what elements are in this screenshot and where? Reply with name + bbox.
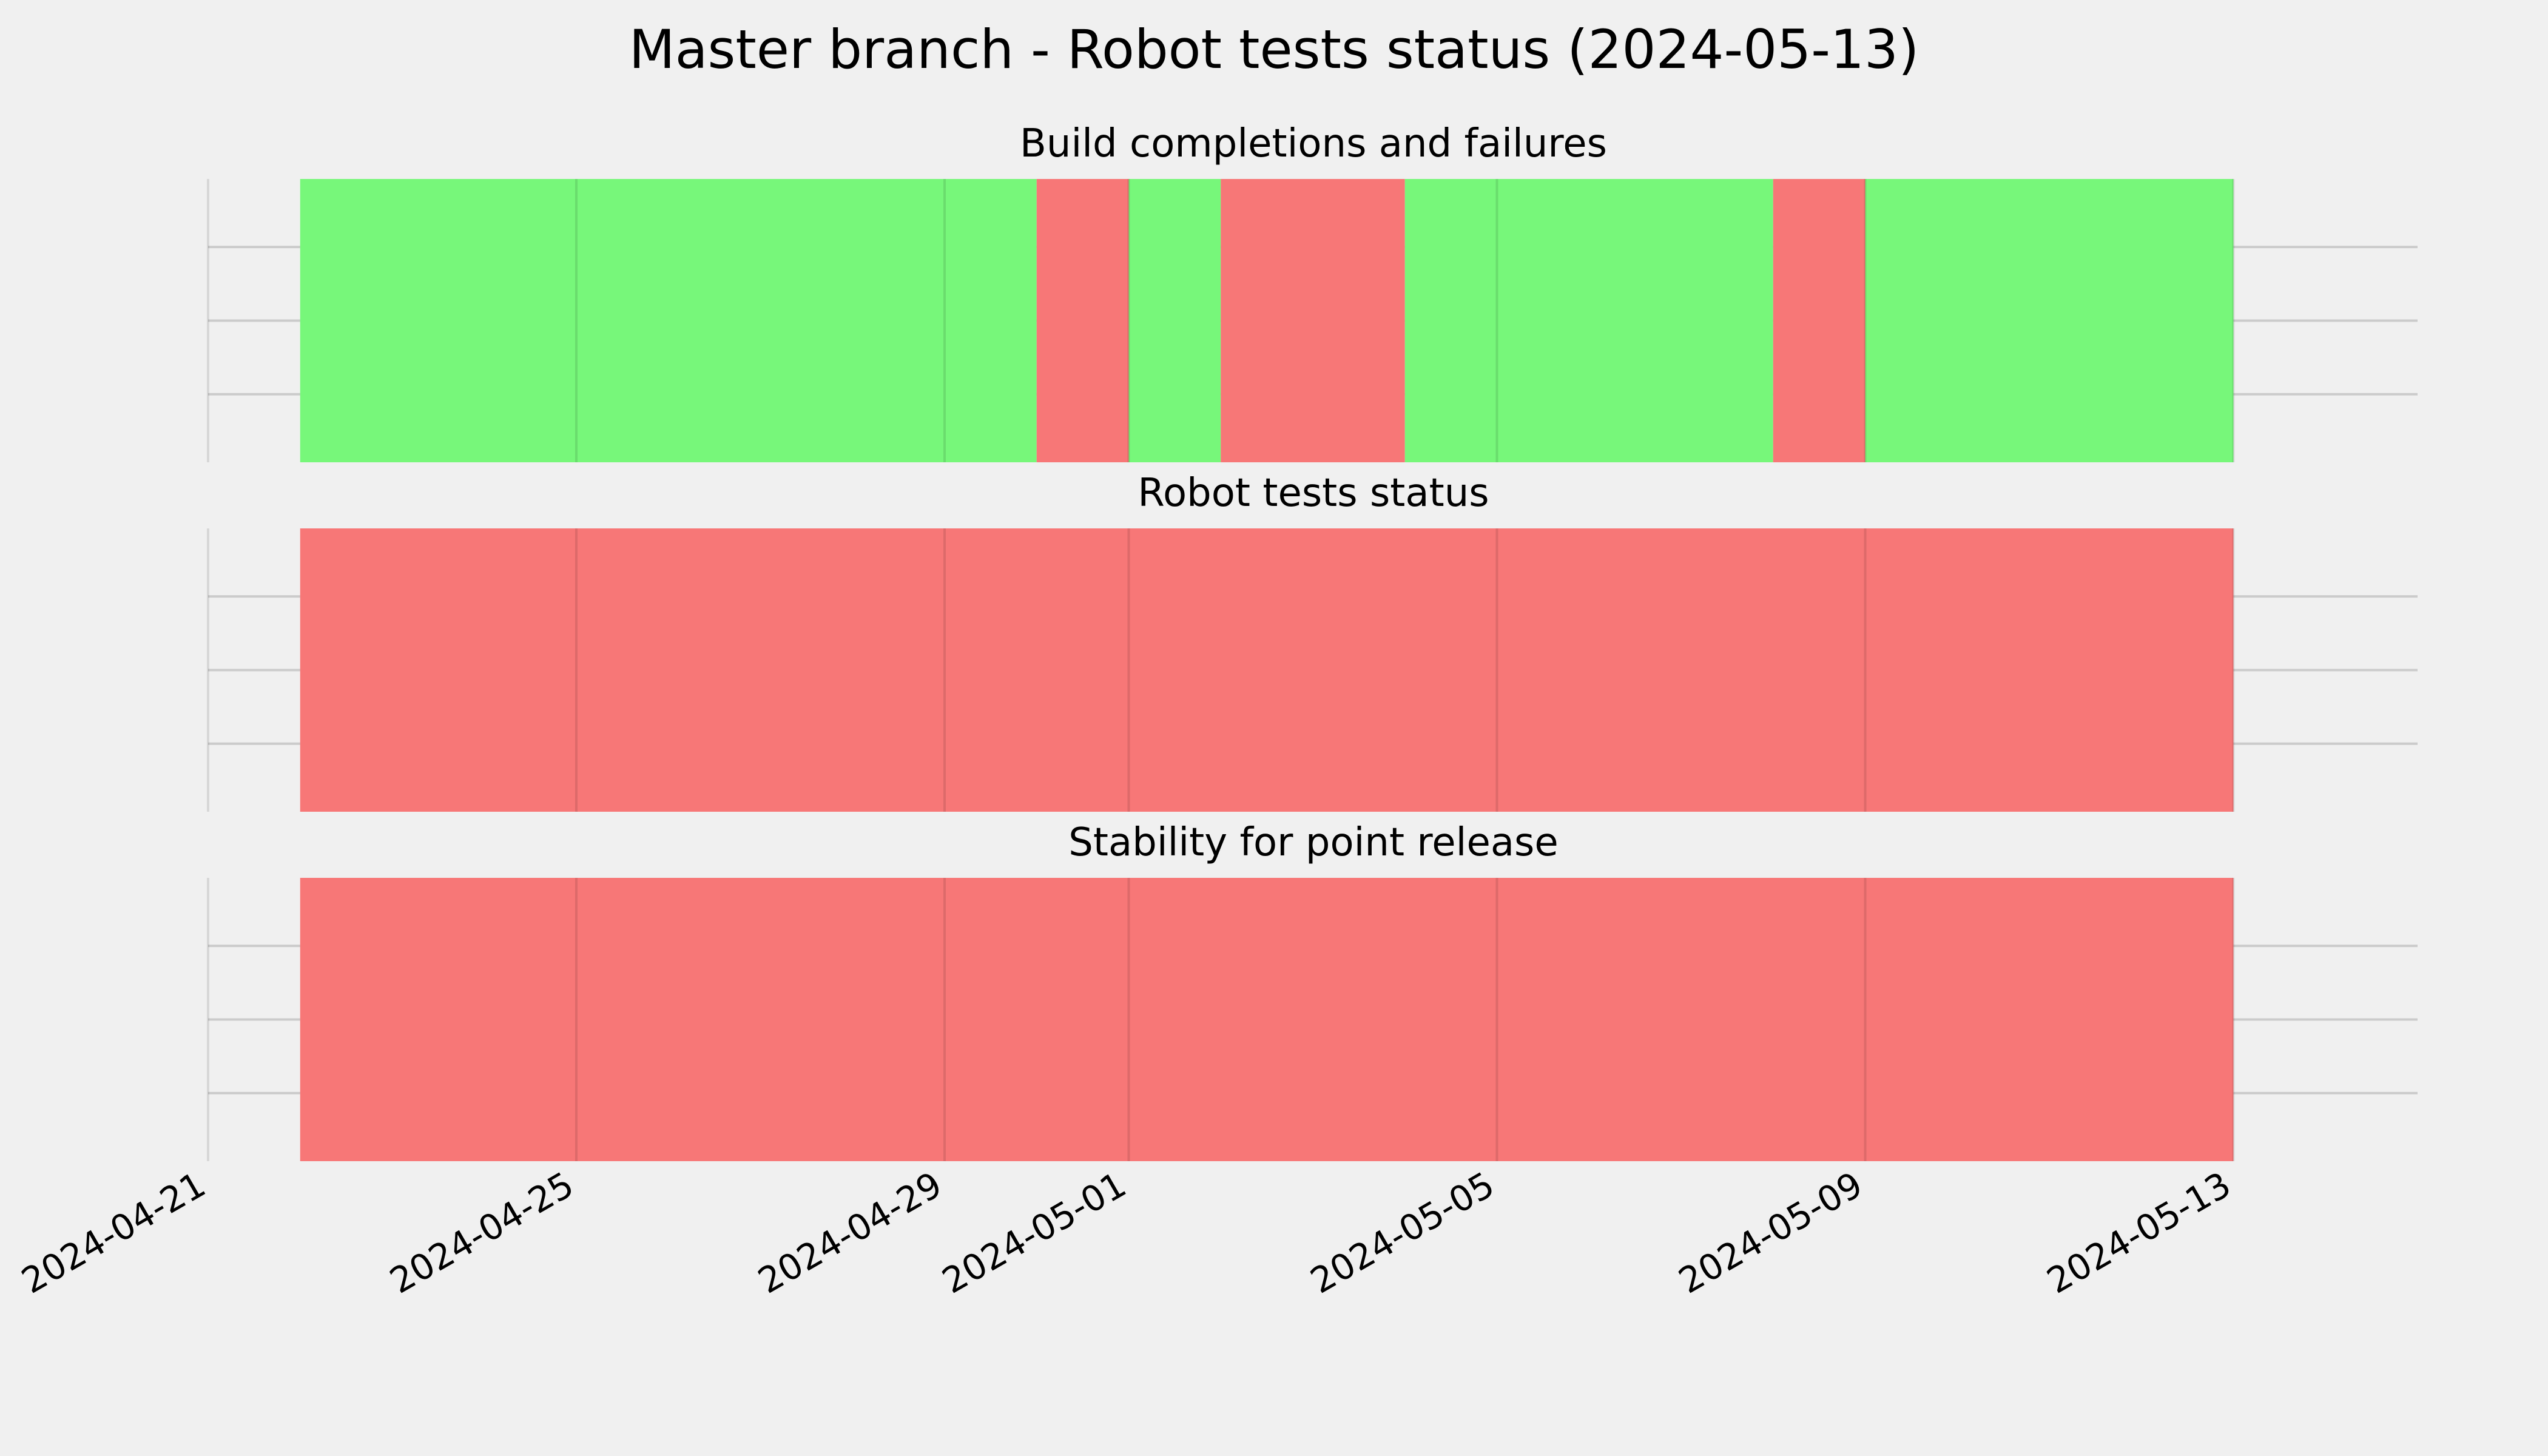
x-tick-label: 2024-04-29 bbox=[751, 1164, 949, 1301]
x-tick-label: 2024-05-13 bbox=[2040, 1164, 2238, 1301]
x-tick-label: 2024-04-25 bbox=[383, 1164, 581, 1301]
panel-title: Stability for point release bbox=[1068, 820, 1559, 865]
status-segment-fail bbox=[1036, 179, 1129, 462]
status-segment-pass bbox=[1128, 179, 1221, 462]
status-segment-fail bbox=[300, 878, 2234, 1161]
status-segment-fail bbox=[1221, 179, 1405, 462]
status-segment-fail bbox=[1773, 179, 1866, 462]
x-tick-label: 2024-05-09 bbox=[1672, 1164, 1870, 1301]
panel-1: Build completions and failures bbox=[207, 121, 2418, 462]
status-segment-pass bbox=[300, 179, 1037, 462]
status-segment-fail bbox=[300, 528, 2234, 812]
status-segment-pass bbox=[1865, 179, 2234, 462]
chart-title: Master branch - Robot tests status (2024… bbox=[629, 18, 1919, 81]
panel-3: Stability for point release bbox=[207, 820, 2418, 1161]
panel-2: Robot tests status bbox=[207, 471, 2418, 812]
panel-title: Build completions and failures bbox=[1020, 121, 1607, 166]
panel-title: Robot tests status bbox=[1138, 471, 1489, 516]
panels: Build completions and failures Robot test… bbox=[207, 121, 2418, 1161]
status-segment-pass bbox=[1404, 179, 1773, 462]
x-tick-label: 2024-04-21 bbox=[15, 1164, 212, 1301]
x-tick-label: 2024-05-05 bbox=[1304, 1164, 1502, 1301]
x-tick-label: 2024-05-01 bbox=[935, 1164, 1133, 1301]
x-axis-ticks: 2024-04-21 2024-04-25 2024-04-292024-05-01… bbox=[15, 1164, 2237, 1301]
